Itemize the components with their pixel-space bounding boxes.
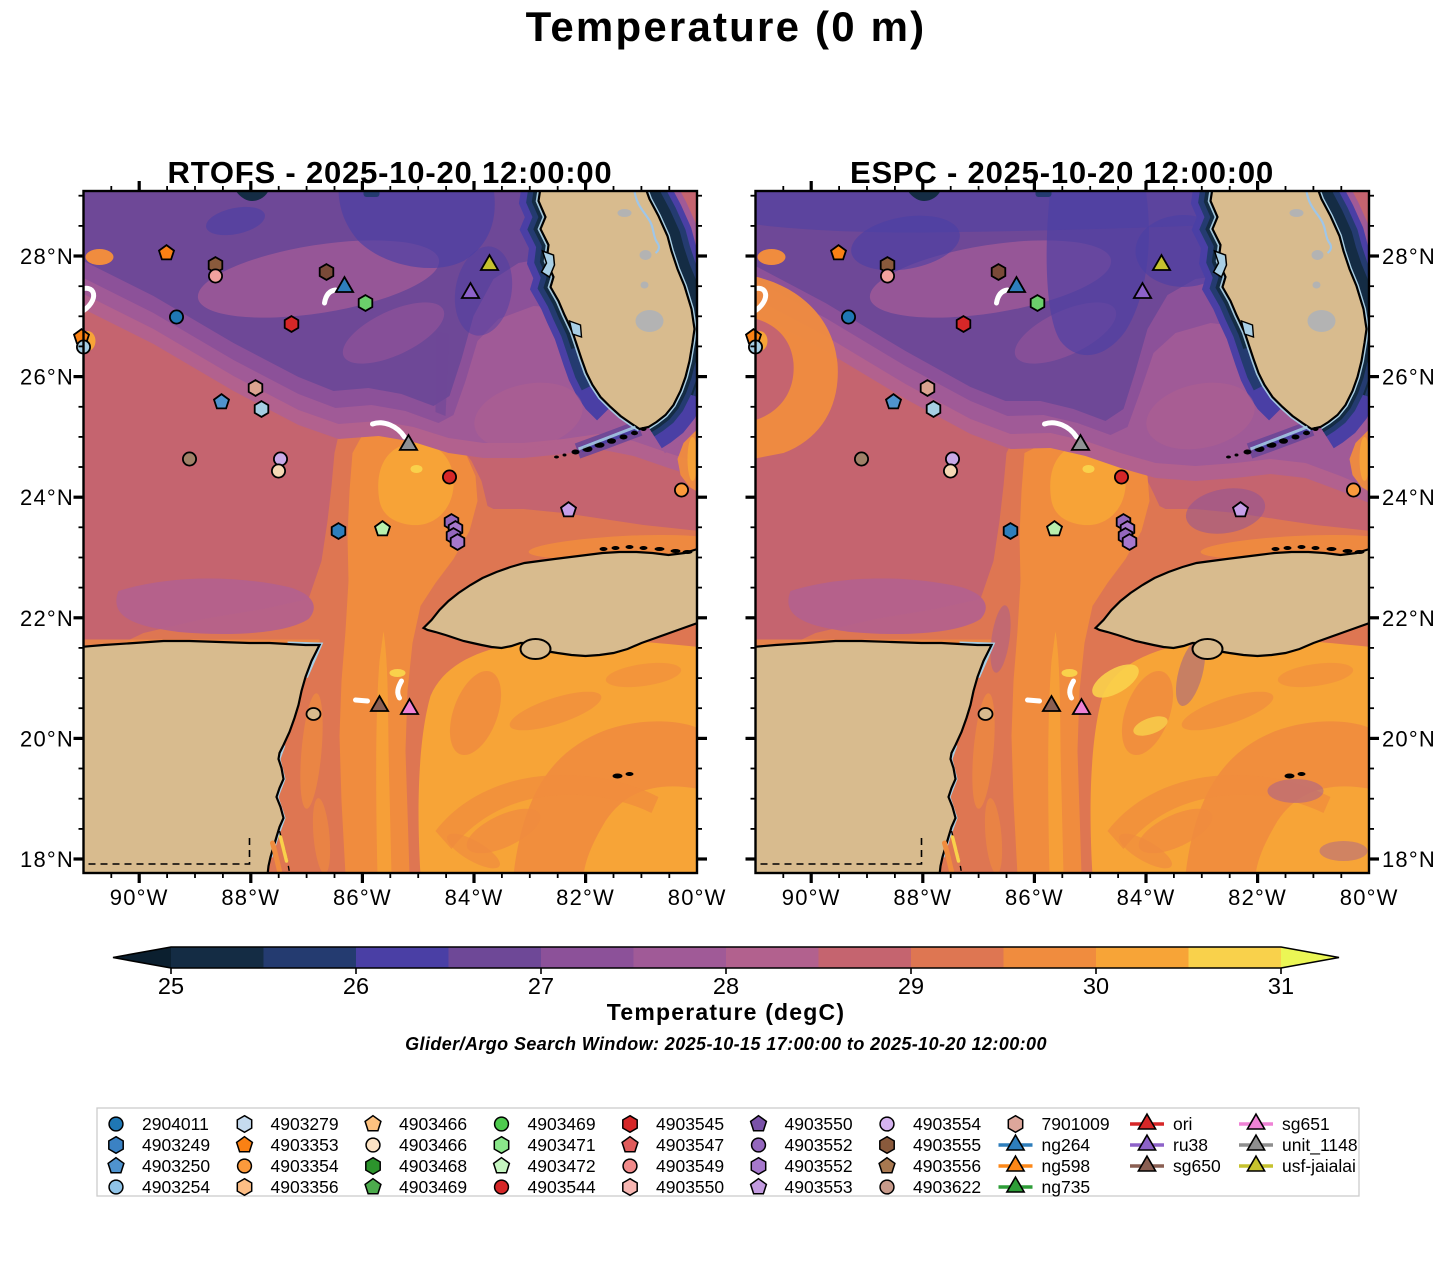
svg-text:25: 25 (158, 973, 184, 999)
svg-text:24°N: 24°N (20, 485, 74, 510)
svg-text:84°W: 84°W (1117, 885, 1176, 910)
svg-text:22°N: 22°N (1382, 606, 1436, 631)
svg-text:7901009: 7901009 (1042, 1114, 1110, 1134)
svg-text:4903471: 4903471 (528, 1135, 596, 1155)
svg-text:4903547: 4903547 (656, 1135, 724, 1155)
svg-text:sg651: sg651 (1282, 1114, 1330, 1134)
svg-text:ru38: ru38 (1173, 1135, 1208, 1155)
svg-text:26: 26 (343, 973, 369, 999)
svg-text:4903550: 4903550 (785, 1114, 853, 1134)
svg-text:4903552: 4903552 (785, 1156, 853, 1176)
svg-text:24°N: 24°N (1382, 485, 1436, 510)
svg-text:27: 27 (528, 973, 554, 999)
svg-text:88°W: 88°W (221, 885, 280, 910)
svg-text:4903468: 4903468 (399, 1156, 467, 1176)
svg-text:ng598: ng598 (1042, 1156, 1091, 1176)
svg-text:4903254: 4903254 (142, 1177, 210, 1197)
svg-text:80°W: 80°W (668, 885, 727, 910)
svg-text:4903544: 4903544 (528, 1177, 596, 1197)
svg-text:4903469: 4903469 (528, 1114, 596, 1134)
svg-text:4903466: 4903466 (399, 1114, 467, 1134)
svg-text:unit_1148: unit_1148 (1282, 1135, 1358, 1156)
svg-text:4903356: 4903356 (271, 1177, 339, 1197)
svg-text:4903554: 4903554 (913, 1114, 981, 1134)
svg-text:31: 31 (1268, 973, 1294, 999)
svg-text:18°N: 18°N (20, 847, 74, 872)
svg-text:26°N: 26°N (20, 365, 74, 390)
svg-text:4903555: 4903555 (913, 1135, 981, 1155)
svg-text:26°N: 26°N (1382, 365, 1436, 390)
svg-text:4903550: 4903550 (656, 1177, 724, 1197)
svg-text:28°N: 28°N (1382, 244, 1436, 269)
svg-text:90°W: 90°W (782, 885, 841, 910)
svg-text:4903353: 4903353 (271, 1135, 339, 1155)
svg-text:29: 29 (898, 973, 924, 999)
svg-text:80°W: 80°W (1340, 885, 1399, 910)
svg-text:4903545: 4903545 (656, 1114, 724, 1134)
svg-text:82°W: 82°W (1228, 885, 1287, 910)
svg-text:4903279: 4903279 (271, 1114, 339, 1134)
svg-text:30: 30 (1083, 973, 1109, 999)
svg-text:84°W: 84°W (445, 885, 504, 910)
svg-text:ori: ori (1173, 1114, 1192, 1134)
svg-text:4903553: 4903553 (785, 1177, 853, 1197)
svg-text:4903354: 4903354 (271, 1156, 339, 1176)
svg-text:4903622: 4903622 (913, 1177, 981, 1197)
svg-text:RTOFS - 2025-10-20 12:00:00: RTOFS - 2025-10-20 12:00:00 (168, 155, 613, 190)
svg-text:sg650: sg650 (1173, 1156, 1221, 1176)
svg-text:86°W: 86°W (1005, 885, 1064, 910)
svg-text:22°N: 22°N (20, 606, 74, 631)
svg-text:4903472: 4903472 (528, 1156, 596, 1176)
svg-text:4903556: 4903556 (913, 1156, 981, 1176)
svg-text:4903469: 4903469 (399, 1177, 467, 1197)
svg-text:Temperature (degC): Temperature (degC) (607, 999, 845, 1025)
svg-text:4903552: 4903552 (785, 1135, 853, 1155)
svg-text:ng264: ng264 (1042, 1135, 1091, 1155)
svg-text:Temperature (0 m): Temperature (0 m) (526, 3, 927, 50)
svg-text:90°W: 90°W (110, 885, 169, 910)
svg-text:86°W: 86°W (333, 885, 392, 910)
svg-text:88°W: 88°W (893, 885, 952, 910)
svg-text:28: 28 (713, 973, 739, 999)
svg-text:20°N: 20°N (1382, 726, 1436, 751)
svg-text:usf-jaialai: usf-jaialai (1282, 1156, 1356, 1176)
svg-text:4903549: 4903549 (656, 1156, 724, 1176)
svg-text:20°N: 20°N (20, 726, 74, 751)
svg-text:Glider/Argo Search Window: 202: Glider/Argo Search Window: 2025-10-15 17… (405, 1034, 1047, 1054)
svg-text:4903250: 4903250 (142, 1156, 210, 1176)
svg-text:ng735: ng735 (1042, 1177, 1091, 1197)
svg-text:ESPC - 2025-10-20 12:00:00: ESPC - 2025-10-20 12:00:00 (850, 155, 1274, 190)
svg-text:82°W: 82°W (556, 885, 615, 910)
svg-text:18°N: 18°N (1382, 847, 1436, 872)
svg-text:4903249: 4903249 (142, 1135, 210, 1155)
svg-text:2904011: 2904011 (142, 1114, 209, 1134)
svg-text:4903466: 4903466 (399, 1135, 467, 1155)
svg-text:28°N: 28°N (20, 244, 74, 269)
